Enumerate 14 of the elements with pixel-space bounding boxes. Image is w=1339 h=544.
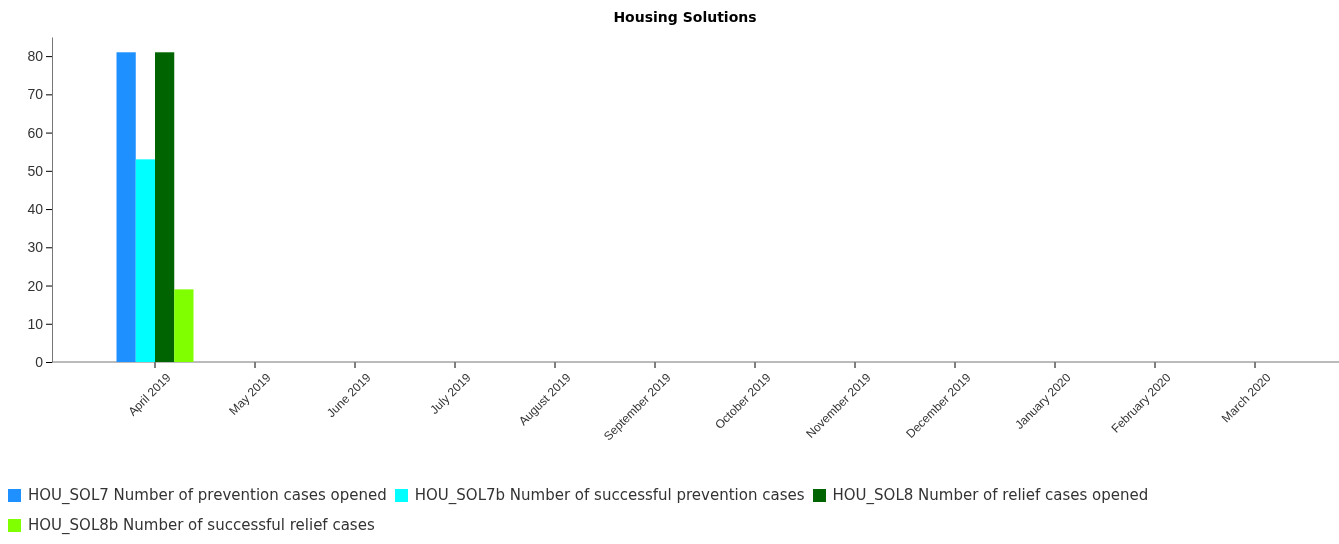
y-tick-label: 30 <box>27 239 44 256</box>
legend-label: HOU_SOL8b Number of successful relief cases <box>28 516 375 534</box>
y-tick-label: 80 <box>27 48 44 65</box>
chart-title: Housing Solutions <box>613 9 757 25</box>
legend-label: HOU_SOL8 Number of relief cases opened <box>832 486 1149 504</box>
legend-label: HOU_SOL7b Number of successful prevention cases <box>414 486 805 504</box>
y-tick-label: 50 <box>27 162 44 179</box>
y-tick-label: 70 <box>27 86 44 103</box>
y-tick-label: 20 <box>27 277 44 294</box>
legend-label: HOU_SOL7 Number of prevention cases opened <box>28 486 387 504</box>
y-tick-label: 10 <box>27 315 44 332</box>
y-tick-label: 0 <box>35 353 44 370</box>
y-tick-label: 40 <box>27 201 44 218</box>
y-tick-label: 60 <box>27 124 44 141</box>
